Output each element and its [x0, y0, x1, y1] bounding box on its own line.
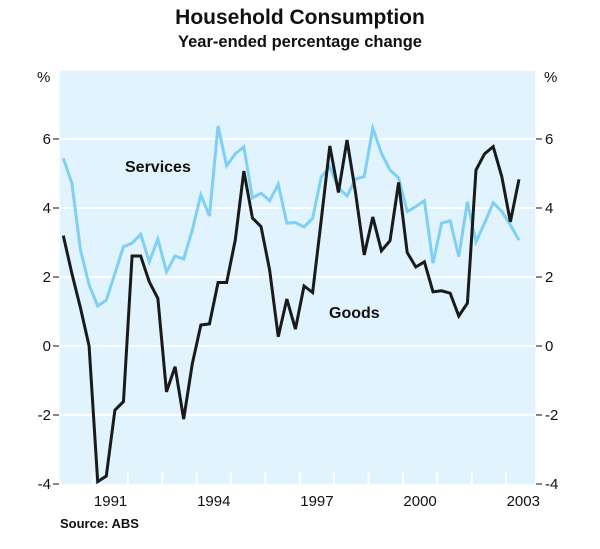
y-tick-label-right: 6	[545, 131, 553, 148]
x-tick-label: 1991	[94, 493, 127, 510]
legend-label-services: Services	[125, 159, 191, 176]
y-tick-label-left: 2	[43, 269, 51, 286]
chart-title: Household Consumption	[175, 6, 425, 29]
y-tick-label-right: -2	[545, 407, 558, 424]
y-tick-label-right: 4	[545, 200, 553, 217]
series-line-goods	[61, 139, 521, 485]
legend-label-goods: Goods	[329, 305, 380, 322]
x-tick-label: 2000	[403, 493, 436, 510]
y-tick-label-left: 4	[43, 200, 51, 217]
y-tick-label-left: -2	[38, 407, 51, 424]
y-unit-left: %	[37, 69, 50, 86]
y-tick-label-left: 6	[43, 131, 51, 148]
y-tick-label-right: -4	[545, 476, 558, 493]
series-lines	[61, 122, 521, 485]
y-tick-label-right: 0	[545, 338, 553, 355]
series-line-services	[61, 122, 521, 309]
y-unit-right: %	[544, 69, 557, 86]
y-tick-label-left: 0	[43, 338, 51, 355]
x-tick-label: 1997	[300, 493, 333, 510]
y-tick-label-left: -4	[38, 476, 51, 493]
x-tick-label: 2003	[507, 493, 540, 510]
gridlines	[59, 138, 536, 416]
x-tick-label: 1994	[197, 493, 230, 510]
y-tick-label-right: 2	[545, 269, 553, 286]
chart-subtitle: Year-ended percentage change	[178, 33, 422, 51]
axis-ticks: -4 -4 -2 -2 0 0 2 2 4 4 6 6 1991 1994 1997 2000 2003	[38, 131, 559, 510]
source-note: Source: ABS	[60, 516, 139, 531]
